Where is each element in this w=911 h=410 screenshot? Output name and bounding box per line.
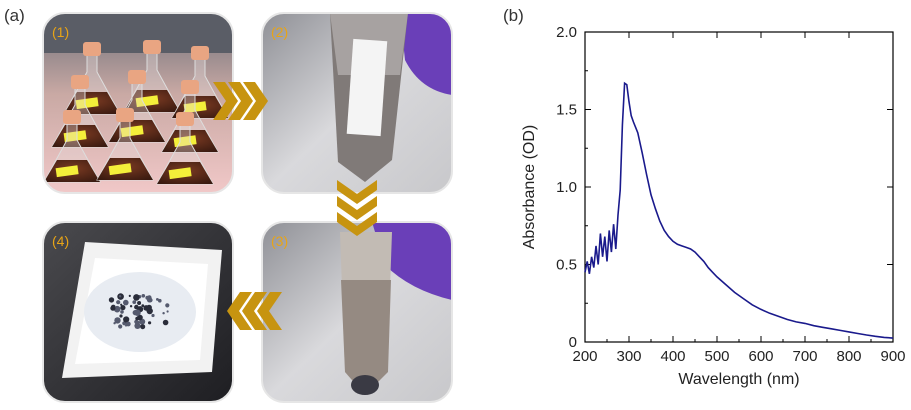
x-tick-label: 700 [792,348,817,365]
powder-grain [166,310,169,313]
powder-grain [140,324,146,330]
powder-grain [156,298,159,301]
powder-grain [125,321,131,327]
photo-settled-tube [262,222,452,402]
powder-grain [111,304,116,309]
step-label-1: (1) [52,24,69,40]
step-label-3: (3) [271,233,288,249]
powder-grain [116,300,121,305]
powder-grain [141,304,145,307]
powder-grain [113,322,116,325]
powder-grain [134,309,141,316]
y-tick-label: 1.0 [556,179,577,196]
powder-grain [120,305,126,311]
powder-grain [108,297,115,303]
x-tick-label: 600 [748,348,773,365]
powder-grain [114,317,121,324]
process-photo-panel: (1) (2) (3) (4) [42,12,453,403]
powder-grain [120,310,124,314]
panel-b-label: (b) [503,6,524,25]
absorbance-series-line [584,81,894,339]
powder-grain [113,305,121,313]
powder-grain [162,312,165,315]
absorbance-chart: 200 300 400 500 600 700 800 900 0 0.5 1.0 1.5 2.0 Wa… [521,24,906,388]
flask [123,40,181,113]
powder-grain [148,321,152,325]
powder-grain [123,299,129,306]
x-tick-label: 800 [836,348,861,365]
powder-grain [132,300,137,304]
powder-grain [120,303,123,306]
flask [108,70,166,143]
powder-grain [118,324,123,329]
y-tick-label: 0.5 [556,257,577,274]
powder-grain [141,294,146,298]
panel-a-label: (a) [4,6,25,25]
powder-grain [165,303,170,308]
powder-grain [123,316,130,323]
photo-dried-powder [43,222,233,402]
step-label-4: (4) [52,233,69,249]
arrow-left-icon [227,292,282,330]
powder-grain [134,322,141,329]
y-tick-label: 2.0 [556,24,577,41]
step-label-2: (2) [271,24,288,40]
chart-ticks: 200 300 400 500 600 700 800 900 0 0.5 1.0 1.5 2.0 [556,24,905,365]
flask [43,110,101,183]
arrow-right-icon [213,82,268,120]
powder-grain [119,314,123,318]
powder-grain [162,319,169,326]
powder-grain [146,304,152,311]
x-tick-label: 900 [880,348,905,365]
powder-grain [133,294,140,301]
photo-flasks [43,13,233,193]
photo-centrifuge-tube [262,13,452,193]
x-axis-label: Wavelength (nm) [678,371,799,388]
powder-grain [143,307,147,311]
powder-grain [146,297,153,303]
powder-grain [137,314,143,321]
y-tick-label: 0 [569,334,577,351]
x-tick-label: 300 [616,348,641,365]
x-tick-label: 500 [704,348,729,365]
powder-grain [128,294,131,297]
y-axis-label: Absorbance (OD) [521,125,538,250]
y-tick-label: 1.5 [556,102,577,119]
x-tick-label: 400 [660,348,685,365]
x-tick-label: 200 [572,348,597,365]
powder-grain [137,301,142,305]
flask [63,42,121,115]
arrow-down-icon [337,180,377,236]
flask [156,112,214,185]
powder-grain [151,313,155,318]
powder-grain [158,298,162,303]
powder-grain [118,295,122,298]
flask [96,108,154,181]
powder-grain [129,305,133,308]
